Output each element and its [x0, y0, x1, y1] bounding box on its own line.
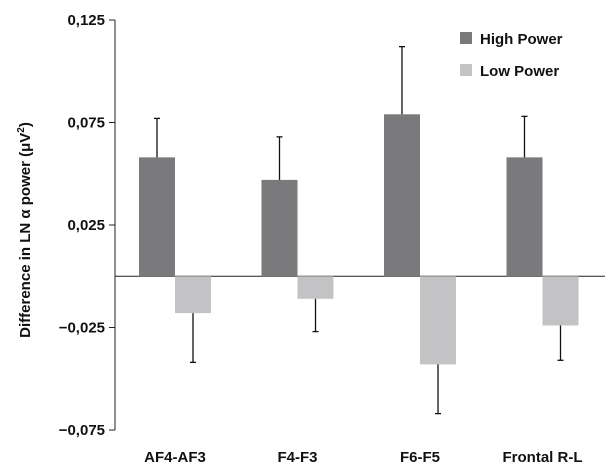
- y-axis-label-close: ): [17, 122, 34, 127]
- y-tick-label: 0,125: [67, 12, 105, 29]
- bar: [261, 179, 298, 277]
- x-tick-label: F4-F3: [277, 449, 317, 466]
- legend-swatch: [460, 32, 472, 44]
- legend-swatch: [460, 64, 472, 76]
- plot-area: −0,075 −0,025 0,025 0,075 0,125 AF4-AF3 F4-F3 F…: [59, 12, 605, 466]
- bar: [542, 276, 579, 326]
- legend-label: High Power: [480, 31, 563, 48]
- bar: [175, 276, 211, 314]
- y-tick-label: −0,075: [59, 422, 105, 439]
- bar: [420, 276, 456, 365]
- x-tick-label: F6-F5: [400, 449, 440, 466]
- y-tick-label: 0,025: [67, 217, 105, 234]
- y-tick-label: −0,025: [59, 320, 105, 337]
- legend: High Power Low Power: [460, 31, 563, 80]
- y-axis-label-superscript: 2: [16, 127, 27, 133]
- x-tick-label: AF4-AF3: [144, 449, 206, 466]
- y-axis-label: Difference in LN α power (μV2): [16, 122, 34, 338]
- y-axis-label-main: Difference in LN α power (μV: [17, 133, 34, 338]
- legend-label: Low Power: [480, 63, 559, 80]
- bar: [384, 114, 420, 277]
- x-tick-label: Frontal R-L: [503, 449, 583, 466]
- bar: [139, 157, 175, 277]
- bar: [297, 276, 334, 299]
- y-tick-label: 0,075: [67, 115, 105, 132]
- bar: [506, 157, 543, 277]
